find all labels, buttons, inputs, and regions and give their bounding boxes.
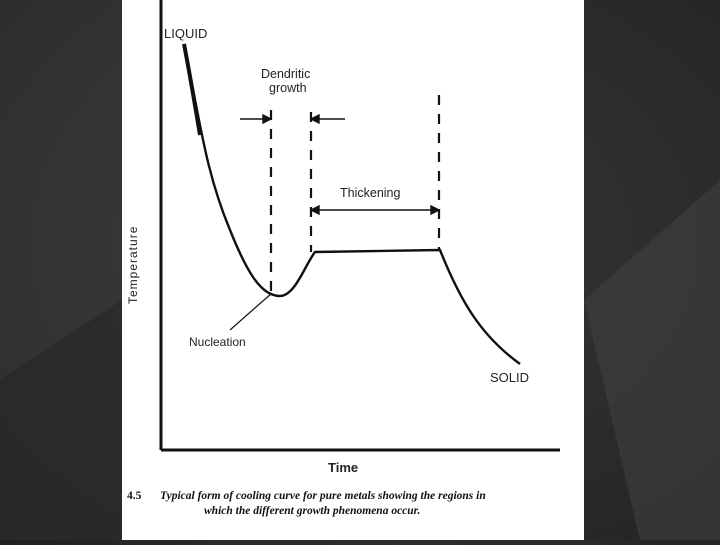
axes — [159, 0, 560, 452]
figure-caption: 4.5 Typical form of cooling curve for pu… — [122, 490, 584, 530]
liquid-curve-thick — [182, 43, 202, 136]
x-axis-label: Time — [328, 460, 358, 475]
dendritic-arrows — [240, 113, 345, 125]
dashed-guides — [269, 95, 441, 296]
dendritic-label-line2: growth — [269, 81, 307, 95]
caption-line-1: Typical form of cooling curve for pure m… — [160, 490, 486, 502]
thickening-arrow — [309, 204, 441, 216]
cooling-curve — [182, 43, 521, 365]
nucleation-label: Nucleation — [189, 335, 246, 349]
liquid-label: LIQUID — [164, 26, 207, 41]
dendritic-label-line1: Dendritic — [261, 67, 310, 81]
solid-label: SOLID — [490, 370, 529, 385]
thickening-label: Thickening — [340, 186, 400, 200]
y-axis-label: Temperature — [126, 226, 140, 304]
figure-number: 4.5 — [127, 490, 142, 502]
nucleation-pointer — [229, 292, 273, 331]
caption-line-2: which the different growth phenomena occ… — [204, 505, 421, 517]
